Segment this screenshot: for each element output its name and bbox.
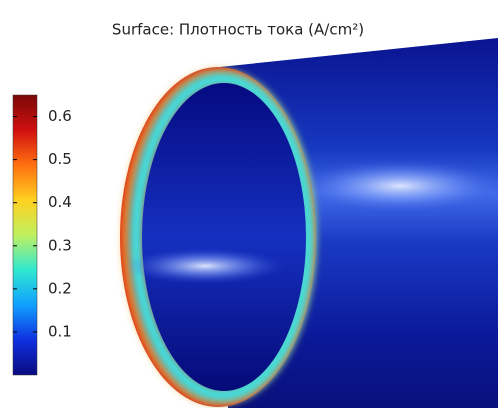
colorbar-tick-label: 0.1	[48, 322, 72, 340]
colorbar-tick-label: 0.2	[48, 279, 72, 297]
colorbar	[13, 95, 37, 375]
colorbar-tick-label: 0.6	[48, 107, 72, 125]
page: Surface: Плотность тока (A/cm²) 0.1 0.2 0.…	[0, 0, 498, 408]
colorbar-tick-label: 0.3	[48, 236, 72, 254]
colorbar-tick-label: 0.5	[48, 150, 72, 168]
tube	[120, 38, 498, 408]
chart: Surface: Плотность тока (A/cm²) 0.1 0.2 0.…	[0, 0, 498, 408]
colorbar-tick-label: 0.4	[48, 193, 72, 211]
chart-title: Surface: Плотность тока (A/cm²)	[112, 21, 364, 39]
tube-inside	[142, 83, 306, 391]
inside-highlight	[125, 248, 285, 284]
